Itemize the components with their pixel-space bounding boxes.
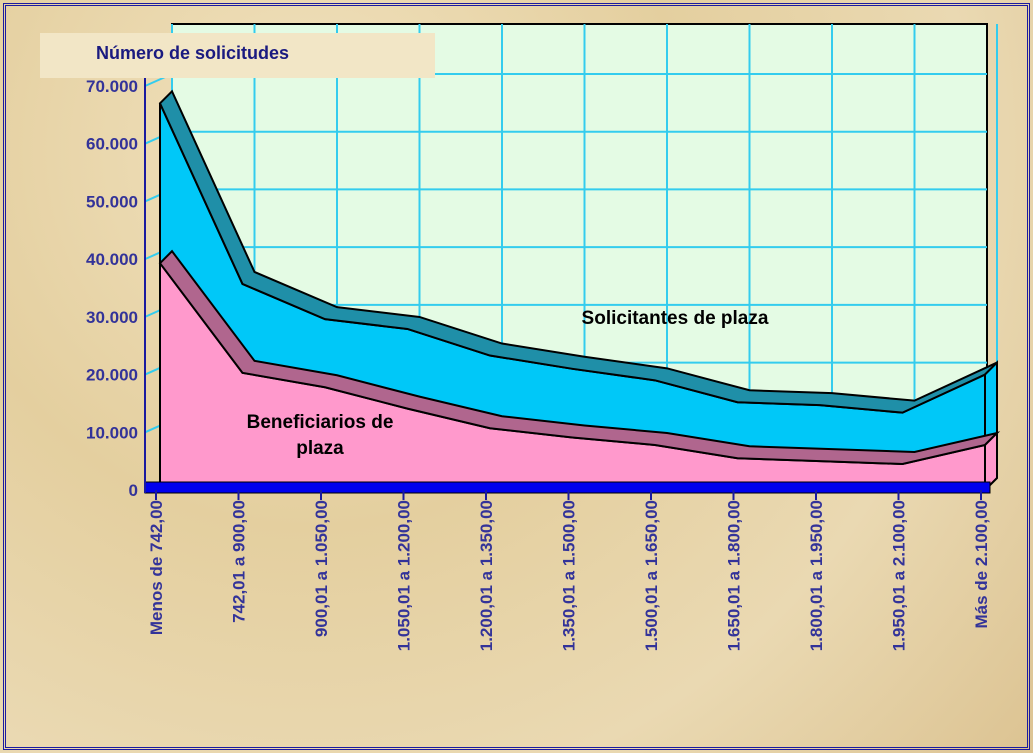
y-tick-label: 0 [129, 481, 138, 500]
x-tick-label: 1.500,01 a 1.650,00 [642, 500, 661, 651]
y-tick-label: 50.000 [86, 192, 138, 211]
y-tick-label: 10.000 [86, 423, 138, 442]
frame [3, 3, 1030, 750]
y-axis-title-box: Número de solicitudes [40, 33, 435, 78]
x-tick-label: 1.050,01 a 1.200,00 [395, 500, 414, 651]
x-tick-label: 1.350,01 a 1.500,00 [560, 500, 579, 651]
y-tick-label: 60.000 [86, 135, 138, 154]
y-axis-title: Número de solicitudes [96, 43, 290, 63]
series-annotation: Beneficiarios de plaza [246, 412, 394, 459]
x-tick-label: 742,01 a 900,00 [230, 500, 249, 623]
series-annotation: Solicitantes de plaza [581, 308, 769, 329]
y-tick-label: 40.000 [86, 250, 138, 269]
x-tick-label: 1.800,01 a 1.950,00 [807, 500, 826, 651]
area-side [984, 430, 998, 493]
x-tick-label: Más de 2.100,00 [972, 500, 991, 629]
x-tick-label: 1.650,01 a 1.800,00 [725, 500, 744, 651]
x-tick-label: 1.950,01 a 2.100,00 [890, 500, 909, 651]
y-tick-label: 30.000 [86, 308, 138, 327]
y-tick-label: 70.000 [86, 77, 138, 96]
x-tick-label: 1.200,01 a 1.350,00 [477, 500, 496, 651]
y-tick-label: 20.000 [86, 366, 138, 385]
x-tick-label: Menos de 742,00 [147, 500, 166, 635]
x-tick-label: 900,01 a 1.050,00 [312, 500, 331, 637]
